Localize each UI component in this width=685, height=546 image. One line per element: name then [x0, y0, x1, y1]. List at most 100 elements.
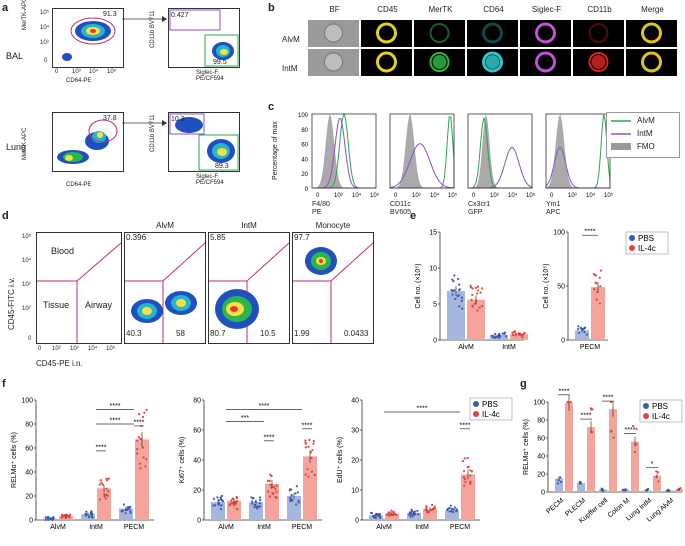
sig-stars: ****	[264, 434, 275, 441]
gate-label-airway: Airway	[85, 300, 113, 310]
column-header: BF	[329, 5, 340, 14]
data-point	[476, 292, 479, 295]
sig-stars: ****	[603, 395, 614, 402]
data-point	[312, 439, 315, 443]
sig-stars: ****	[559, 388, 570, 395]
gate-label-tissue: Tissue	[43, 300, 70, 310]
bar-il4c	[631, 441, 639, 492]
data-point	[307, 475, 310, 478]
plot-title: AlvM	[156, 221, 174, 230]
legend-label-il4c: IL-4c	[482, 410, 500, 419]
data-point	[275, 490, 278, 493]
histogram-intm	[389, 143, 455, 189]
data-point	[379, 516, 382, 520]
data-point	[375, 512, 379, 516]
cell-image	[324, 52, 343, 72]
data-point	[481, 304, 484, 308]
data-point	[129, 511, 132, 514]
data-point	[601, 489, 605, 492]
bar-pbs	[445, 510, 459, 520]
data-point	[90, 516, 94, 519]
data-point	[498, 336, 501, 340]
histogram-fmo	[390, 115, 454, 188]
y-axis-label: EdU⁺ cells (%)	[337, 437, 344, 483]
data-point	[87, 516, 91, 519]
x-tick-label: PECM	[450, 524, 470, 531]
data-point	[491, 334, 494, 338]
data-point	[480, 287, 484, 290]
data-point	[409, 515, 412, 518]
data-point	[446, 508, 449, 512]
data-point	[52, 516, 55, 519]
y-tick-label: 20	[193, 488, 201, 495]
marker-dye: APC	[546, 209, 561, 216]
y-tick-label: 100	[21, 398, 33, 405]
data-point	[479, 291, 482, 294]
column-header: Siglec-F	[531, 5, 562, 14]
data-point	[214, 504, 217, 507]
bar-pbs	[575, 330, 589, 340]
legend-dot-il4c	[643, 413, 649, 419]
legend-dot-il4c	[473, 411, 479, 417]
data-point	[137, 436, 141, 439]
data-point	[453, 506, 456, 509]
data-point	[235, 500, 239, 503]
data-point	[99, 479, 102, 482]
sig-stars: ****	[302, 422, 313, 429]
data-point	[411, 513, 414, 516]
y-tick: 80	[301, 128, 308, 134]
y-axis-label: RELMα⁺ cells (%)	[523, 419, 530, 475]
data-point	[392, 510, 395, 513]
data-point	[136, 448, 139, 451]
cell-image	[429, 23, 450, 43]
data-point	[425, 510, 429, 513]
x-tick-label: AlvM	[458, 344, 474, 351]
x-tick-label: IntM	[415, 524, 429, 531]
micrograph	[308, 20, 359, 47]
data-point	[89, 511, 93, 514]
legend-dot-il4c	[629, 245, 635, 251]
y-tick-label: 80	[537, 418, 545, 425]
data-point	[386, 513, 389, 516]
data-point	[291, 499, 294, 502]
column-header: MerTK	[428, 5, 453, 14]
data-point	[656, 471, 660, 474]
histogram-frame	[311, 113, 377, 189]
data-point	[268, 495, 271, 498]
cell-image	[376, 22, 397, 44]
cell-image	[376, 51, 397, 73]
legend-label-fmo: FMO	[637, 142, 655, 151]
data-point	[655, 470, 658, 473]
y-tick-label: 20	[351, 458, 359, 465]
data-point	[60, 516, 63, 519]
data-point	[556, 482, 560, 485]
y-tick-label: 20	[537, 472, 545, 479]
data-point	[253, 503, 257, 507]
data-point	[274, 495, 277, 499]
chart-e-right: 100 50 0 Cell no. (×10⁵) PECM ****	[543, 229, 608, 351]
data-point	[266, 479, 269, 482]
data-point	[274, 487, 277, 490]
micrograph	[520, 20, 571, 47]
histogram-panels: 0 10³ 10⁴ 10⁵ 0 10³ 10⁴ 10⁵ 0 10³ 10⁴ 10⁵ 0 10³ 10⁴ 10⁵…	[298, 112, 614, 199]
marker-dye: PE	[312, 209, 322, 216]
x-tick-label: IntM	[257, 524, 271, 531]
micrograph	[361, 20, 412, 47]
micrograph	[626, 20, 677, 47]
data-point	[452, 508, 455, 511]
data-point	[90, 513, 94, 517]
data-point	[635, 443, 638, 446]
y-tick-label: 10	[351, 488, 359, 495]
panel-letter-b: b	[268, 2, 275, 14]
column-header: Merge	[641, 5, 664, 14]
data-point	[514, 332, 518, 335]
data-point	[466, 456, 469, 460]
legend-label-pbs: PBS	[652, 402, 668, 411]
data-point	[136, 439, 139, 442]
x-tick: 0	[550, 193, 554, 199]
data-point	[657, 480, 660, 483]
data-point	[85, 513, 88, 516]
data-point	[578, 482, 581, 485]
histogram-frame	[389, 113, 455, 189]
